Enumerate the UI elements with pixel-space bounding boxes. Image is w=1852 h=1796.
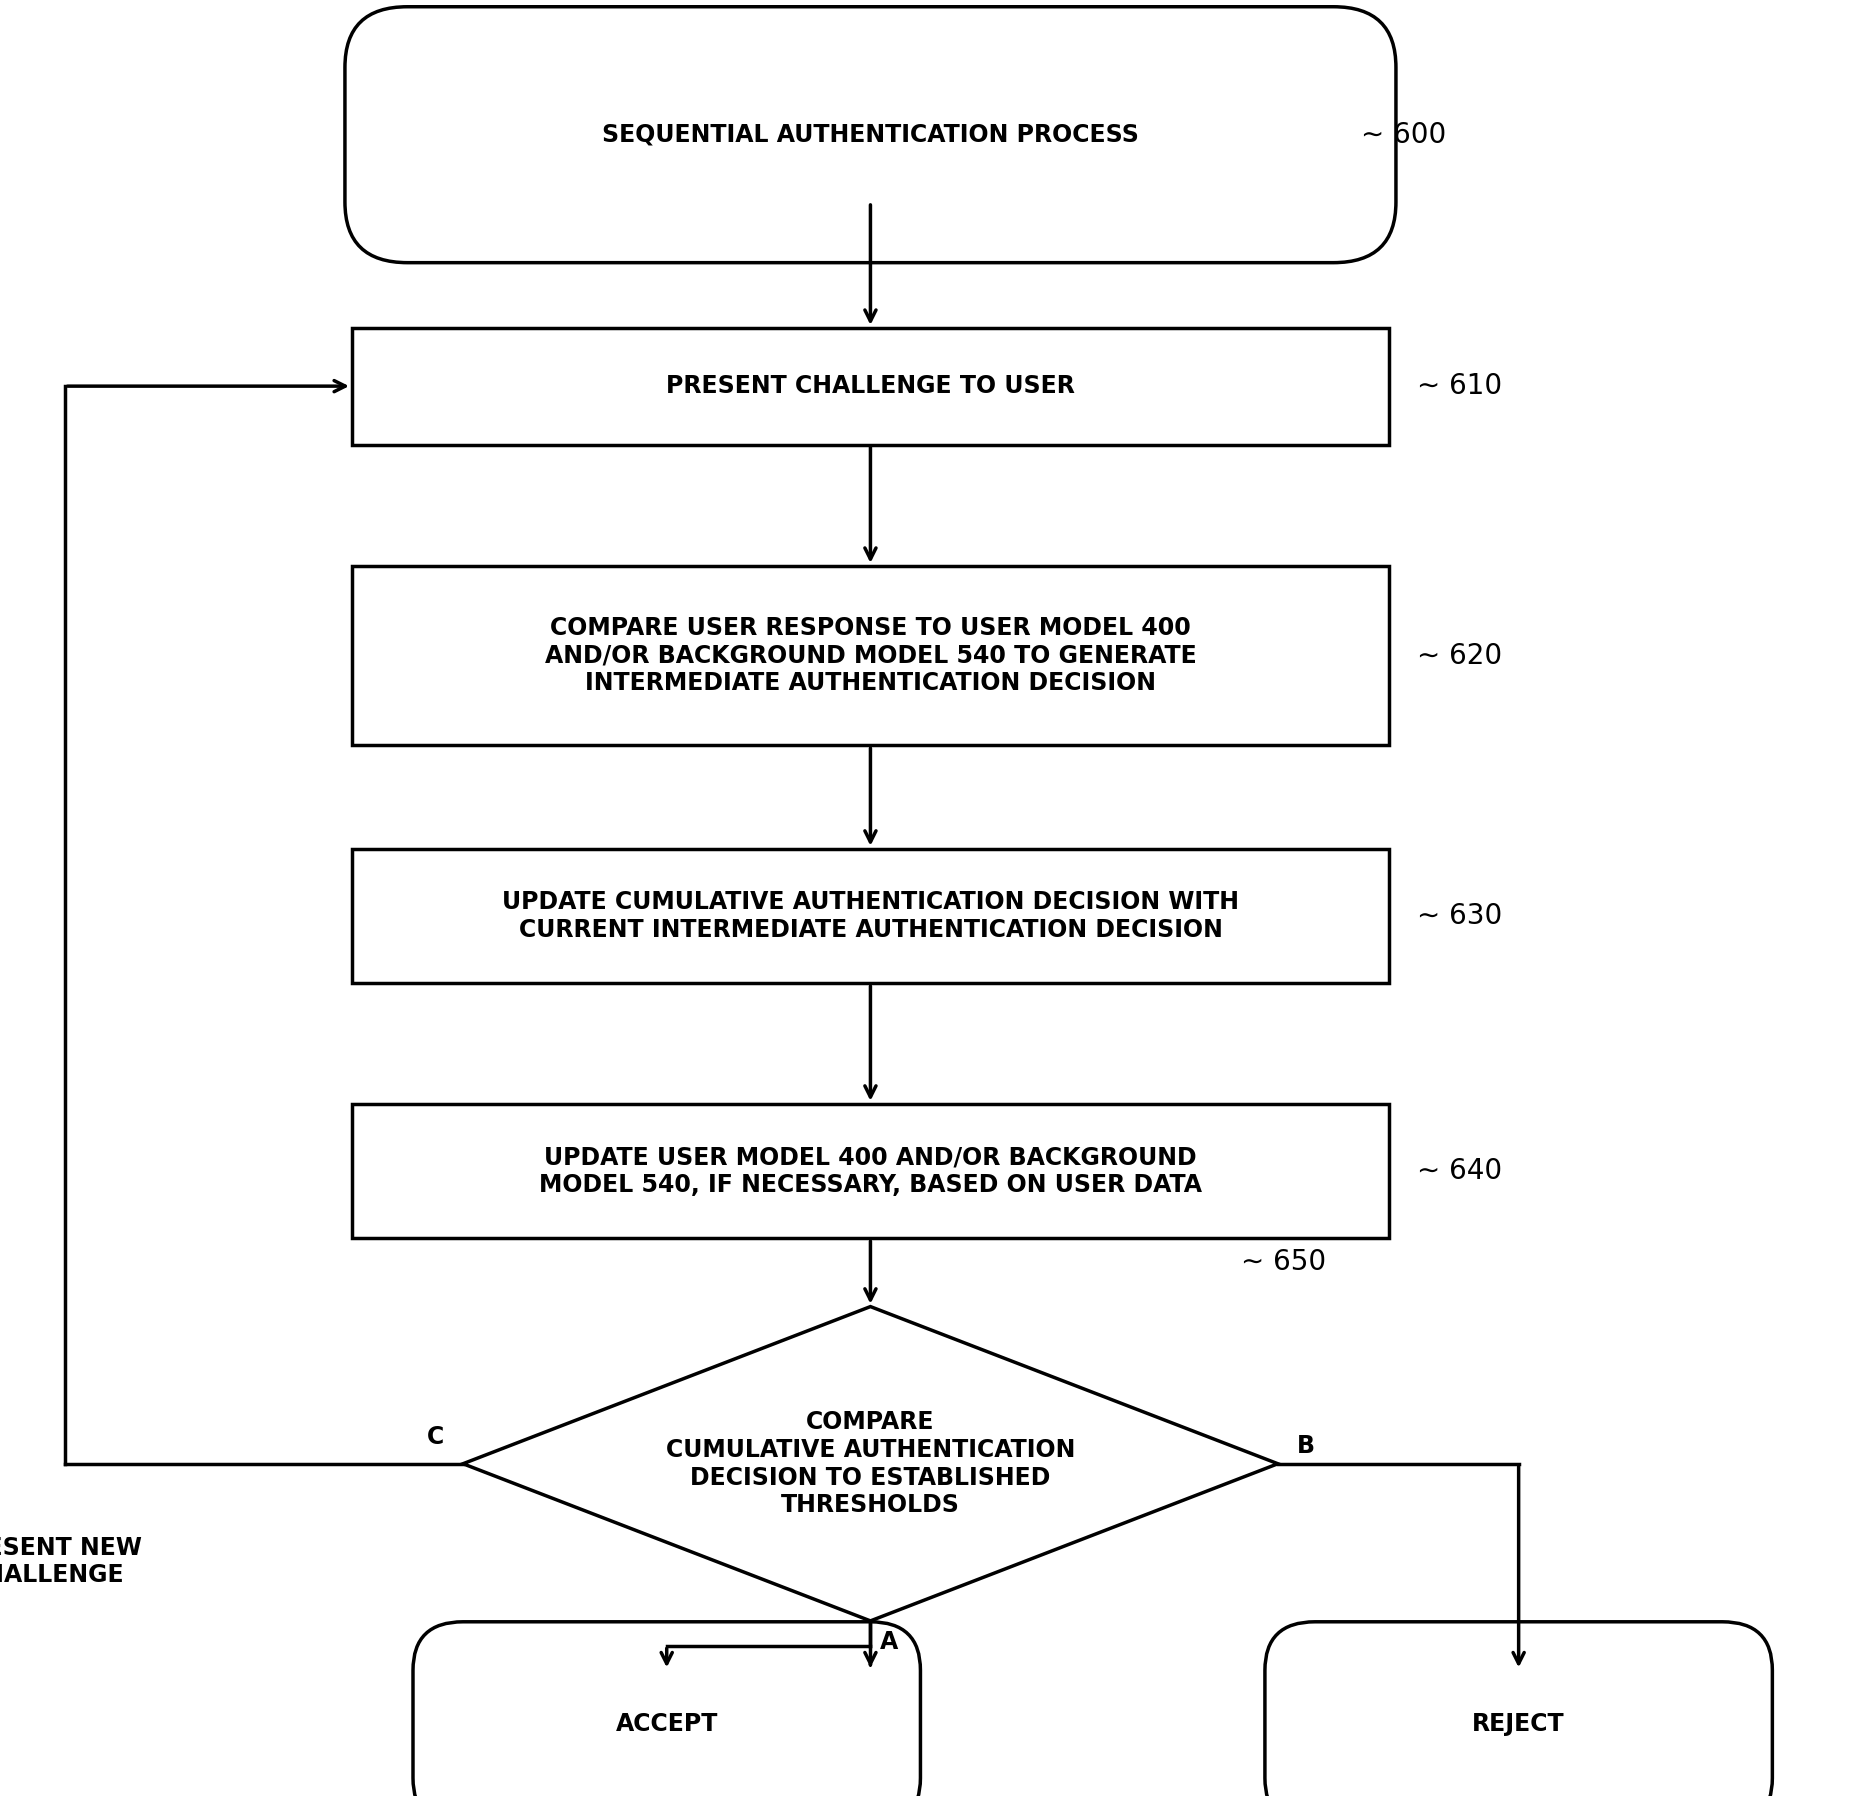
FancyBboxPatch shape xyxy=(413,1622,920,1796)
Text: UPDATE CUMULATIVE AUTHENTICATION DECISION WITH
CURRENT INTERMEDIATE AUTHENTICATI: UPDATE CUMULATIVE AUTHENTICATION DECISIO… xyxy=(502,891,1239,941)
Bar xyxy=(352,566,1389,745)
Text: B: B xyxy=(1296,1433,1315,1458)
Bar xyxy=(352,850,1389,984)
Bar xyxy=(352,1103,1389,1239)
Text: ∼ 600: ∼ 600 xyxy=(1361,120,1446,149)
Text: COMPARE USER RESPONSE TO USER MODEL 400
AND/OR BACKGROUND MODEL 540 TO GENERATE
: COMPARE USER RESPONSE TO USER MODEL 400 … xyxy=(544,616,1196,695)
Text: ∼ 620: ∼ 620 xyxy=(1417,641,1502,670)
Text: ∼ 640: ∼ 640 xyxy=(1417,1157,1502,1185)
FancyBboxPatch shape xyxy=(344,7,1396,262)
FancyBboxPatch shape xyxy=(1265,1622,1772,1796)
Text: ∼ 630: ∼ 630 xyxy=(1417,902,1502,930)
Bar xyxy=(352,327,1389,445)
Text: PRESENT NEW
CHALLENGE: PRESENT NEW CHALLENGE xyxy=(0,1536,143,1588)
Text: PRESENT CHALLENGE TO USER: PRESENT CHALLENGE TO USER xyxy=(667,374,1074,399)
Text: A: A xyxy=(880,1631,898,1654)
Text: C: C xyxy=(428,1424,444,1449)
Text: ACCEPT: ACCEPT xyxy=(615,1712,719,1737)
Text: UPDATE USER MODEL 400 AND/OR BACKGROUND
MODEL 540, IF NECESSARY, BASED ON USER D: UPDATE USER MODEL 400 AND/OR BACKGROUND … xyxy=(539,1146,1202,1196)
Polygon shape xyxy=(463,1307,1278,1620)
Text: COMPARE
CUMULATIVE AUTHENTICATION
DECISION TO ESTABLISHED
THRESHOLDS: COMPARE CUMULATIVE AUTHENTICATION DECISI… xyxy=(665,1410,1076,1518)
Text: ∼ 610: ∼ 610 xyxy=(1417,372,1502,401)
Text: ∼ 650: ∼ 650 xyxy=(1241,1248,1326,1275)
Text: SEQUENTIAL AUTHENTICATION PROCESS: SEQUENTIAL AUTHENTICATION PROCESS xyxy=(602,122,1139,147)
Text: REJECT: REJECT xyxy=(1472,1712,1565,1737)
